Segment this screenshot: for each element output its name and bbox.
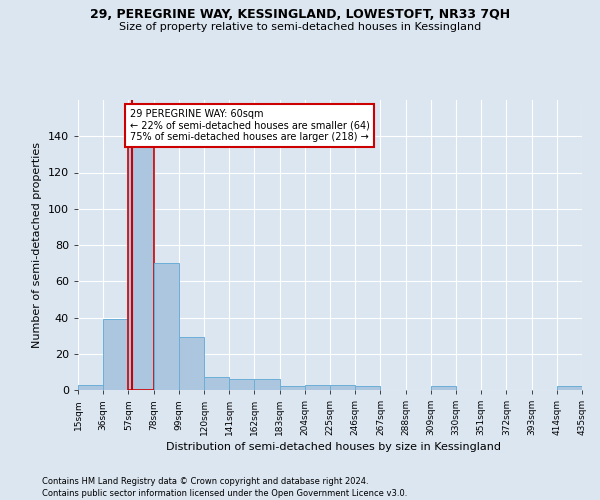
Bar [355,386,380,390]
Text: Distribution of semi-detached houses by size in Kessingland: Distribution of semi-detached houses by … [166,442,500,452]
Bar [154,263,179,390]
Bar [557,386,582,390]
Text: 29, PEREGRINE WAY, KESSINGLAND, LOWESTOFT, NR33 7QH: 29, PEREGRINE WAY, KESSINGLAND, LOWESTOF… [90,8,510,20]
Text: Size of property relative to semi-detached houses in Kessingland: Size of property relative to semi-detach… [119,22,481,32]
Bar [78,384,103,390]
Bar [305,384,330,390]
Bar [254,379,280,390]
Bar [229,379,254,390]
Text: Contains HM Land Registry data © Crown copyright and database right 2024.: Contains HM Land Registry data © Crown c… [42,478,368,486]
Y-axis label: Number of semi-detached properties: Number of semi-detached properties [32,142,42,348]
Bar [330,384,355,390]
Bar [128,147,154,390]
Bar [204,378,229,390]
Bar [179,338,204,390]
Text: Contains public sector information licensed under the Open Government Licence v3: Contains public sector information licen… [42,489,407,498]
Text: 29 PEREGRINE WAY: 60sqm
← 22% of semi-detached houses are smaller (64)
75% of se: 29 PEREGRINE WAY: 60sqm ← 22% of semi-de… [130,109,370,142]
Bar [280,386,305,390]
Bar [431,386,456,390]
Bar [103,320,128,390]
